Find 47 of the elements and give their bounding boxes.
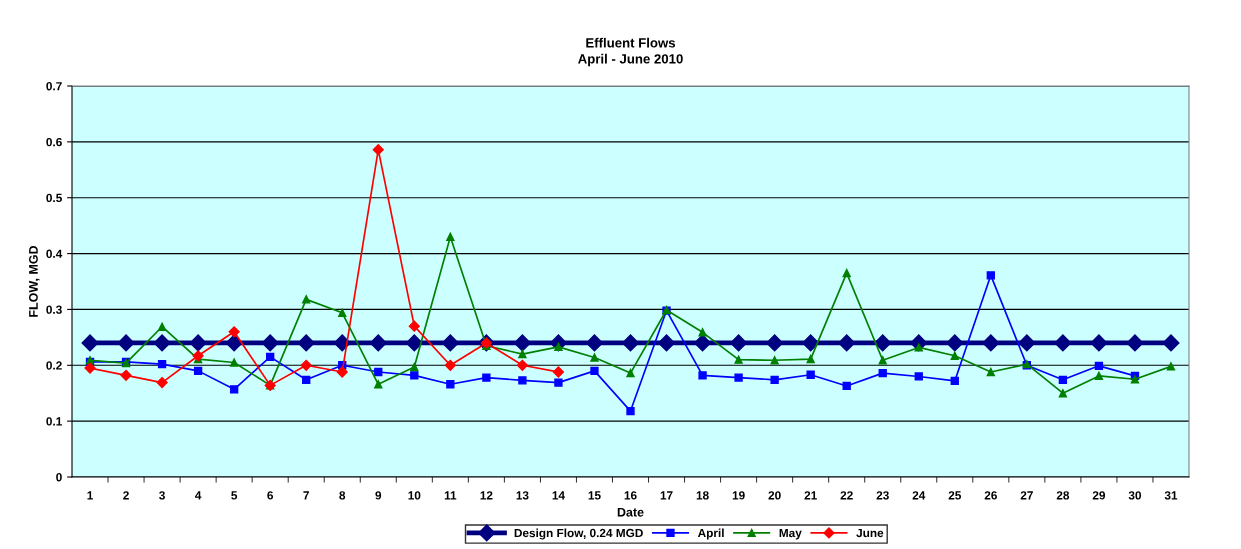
x-tick-label: 14: [552, 491, 565, 500]
legend-label: June: [856, 528, 884, 538]
x-tick-label: 26: [984, 491, 997, 500]
x-tick-label: 20: [768, 491, 781, 500]
y-tick-label: 0: [56, 473, 62, 482]
x-tick-label: 9: [375, 491, 382, 500]
x-tick-label: 22: [840, 491, 853, 500]
x-tick-label: 3: [159, 491, 165, 500]
y-tick-label: 0.7: [46, 82, 62, 91]
x-tick-label: 12: [480, 491, 493, 500]
chart-title: Effluent Flows: [586, 37, 676, 48]
x-tick-label: 18: [696, 491, 709, 500]
x-tick-label: 16: [624, 491, 637, 500]
y-tick-label: 0.3: [46, 305, 62, 314]
y-tick-label: 0.5: [46, 193, 62, 203]
x-tick-label: 29: [1092, 491, 1106, 500]
legend-label: April: [697, 528, 724, 540]
x-tick-label: 8: [339, 491, 346, 500]
y-tick-label: 0.1: [46, 417, 62, 426]
x-axis-title: Date: [617, 507, 644, 517]
x-tick-label: 17: [660, 491, 673, 500]
x-tick-label: 27: [1020, 491, 1033, 500]
x-tick-label: 19: [732, 491, 745, 500]
y-tick-label: 0.4: [46, 249, 63, 258]
x-tick-label: 4: [195, 491, 202, 500]
legend-label: Design Flow, 0.24 MGD: [514, 528, 643, 540]
x-tick-label: 31: [1164, 491, 1178, 500]
x-tick-label: 30: [1128, 491, 1142, 500]
x-tick-label: 24: [912, 491, 926, 500]
x-tick-label: 2: [123, 491, 129, 500]
y-tick-label: 0.2: [46, 361, 62, 370]
x-tick-label: 21: [804, 491, 817, 500]
x-tick-label: 1: [87, 491, 93, 500]
x-tick-label: 23: [876, 491, 889, 500]
x-tick-label: 6: [267, 491, 274, 500]
y-tick-label: 0.6: [46, 137, 62, 147]
x-tick-label: 7: [303, 491, 309, 500]
x-tick-label: 11: [444, 491, 457, 500]
x-tick-label: 25: [948, 491, 962, 500]
x-tick-label: 5: [231, 491, 238, 500]
y-axis-title: FLOW, MGD: [28, 245, 40, 317]
x-tick-label: 28: [1056, 491, 1070, 500]
x-tick-label: 10: [408, 491, 421, 500]
x-tick-label: 15: [588, 491, 601, 500]
x-tick-label: 13: [516, 491, 529, 500]
chart-subtitle: April - June 2010: [578, 53, 683, 67]
legend-label: May: [779, 528, 802, 540]
